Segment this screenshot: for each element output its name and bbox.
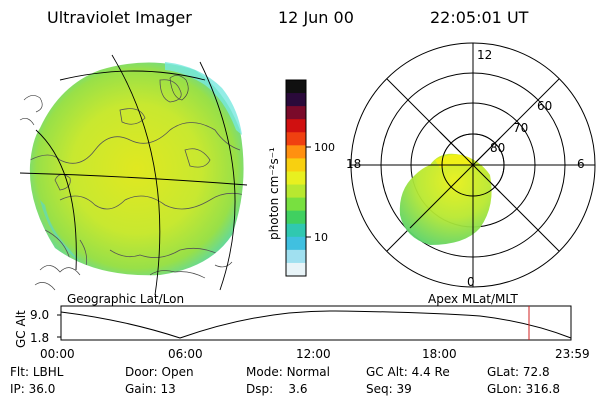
colorbar-tick-100: 100 — [314, 141, 335, 154]
mode-value: Normal — [286, 365, 330, 379]
mlt-label-0: 0 — [467, 275, 475, 289]
geo-caption: Geographic Lat/Lon — [67, 292, 184, 306]
coastlines — [29, 79, 244, 271]
lat-lon-grid — [19, 54, 248, 296]
altitude-ytick-bottom: 1.8 — [30, 331, 49, 345]
geographic-image — [19, 54, 248, 296]
image-date: 12 Jun 00 — [278, 8, 354, 27]
mode-label: Mode: — [246, 365, 283, 379]
time-tick-2: 12:00 — [296, 347, 331, 361]
altitude-ylabel: GC Alt — [14, 310, 28, 348]
time-tick-3: 18:00 — [422, 347, 457, 361]
colorbar-stripe — [286, 171, 306, 186]
polar-caption: Apex MLat/MLT — [428, 292, 518, 306]
mlat-label-60: 60 — [537, 99, 552, 113]
door-label: Door: — [125, 365, 158, 379]
gcalt-value: 4.4 Re — [411, 365, 450, 379]
ip-label: IP: — [10, 382, 25, 396]
colorbar-stripe — [286, 197, 306, 212]
colorbar-tick-10: 10 — [314, 231, 328, 244]
colorbar-stripe — [286, 223, 306, 238]
glon-value: 316.8 — [525, 382, 560, 396]
colorbar-stripe — [286, 106, 306, 120]
mlt-label-12: 12 — [477, 48, 492, 62]
instrument-title: Ultraviolet Imager — [47, 8, 192, 27]
gcalt-label: GC Alt: — [366, 365, 408, 379]
mlt-label-6: 6 — [577, 157, 585, 171]
colorbar-stripe — [286, 249, 306, 264]
outside-coast — [19, 75, 233, 291]
colorbar-stripe — [286, 80, 306, 94]
glat-label: GLat: — [487, 365, 520, 379]
door-value: Open — [161, 365, 194, 379]
glat-value: 72.8 — [522, 365, 550, 379]
flt-value: LBHL — [32, 365, 64, 379]
seq-value: 39 — [396, 382, 412, 396]
altitude-ytick-top: 9.0 — [30, 308, 49, 322]
altitude-plot — [57, 305, 572, 341]
colorbar-label: photon cm⁻²s⁻¹ — [267, 147, 281, 240]
time-tick-4: 23:59 — [555, 347, 590, 361]
colorbar-stripe — [286, 119, 306, 133]
flt-label: Flt: — [10, 365, 29, 379]
ip-value: 36.0 — [28, 382, 56, 396]
image-time: 22:05:01 UT — [430, 8, 529, 27]
mlt-label-18: 18 — [346, 157, 361, 171]
mlat-label-80: 80 — [490, 141, 505, 155]
colorbar-stripe — [286, 262, 306, 277]
colorbar-stripe — [286, 210, 306, 225]
gain-value: 13 — [160, 382, 176, 396]
auroral-oval — [399, 153, 492, 245]
colorbar-stripe — [286, 236, 306, 251]
gain-label: Gain: — [125, 382, 157, 396]
dsp-value: 3.6 — [288, 382, 308, 396]
dsp-label: Dsp: — [246, 382, 274, 396]
colorbar-stripe — [286, 93, 306, 107]
seq-label: Seq: — [366, 382, 393, 396]
colorbar-stripe — [286, 158, 306, 172]
colorbar-stripe — [286, 145, 306, 159]
glon-label: GLon: — [487, 382, 522, 396]
time-tick-0: 00:00 — [40, 347, 75, 361]
color-bar — [286, 80, 306, 277]
time-tick-1: 06:00 — [168, 347, 203, 361]
colorbar-stripe — [286, 132, 306, 146]
mlat-label-70: 70 — [513, 121, 528, 135]
colorbar-stripe — [286, 184, 306, 199]
